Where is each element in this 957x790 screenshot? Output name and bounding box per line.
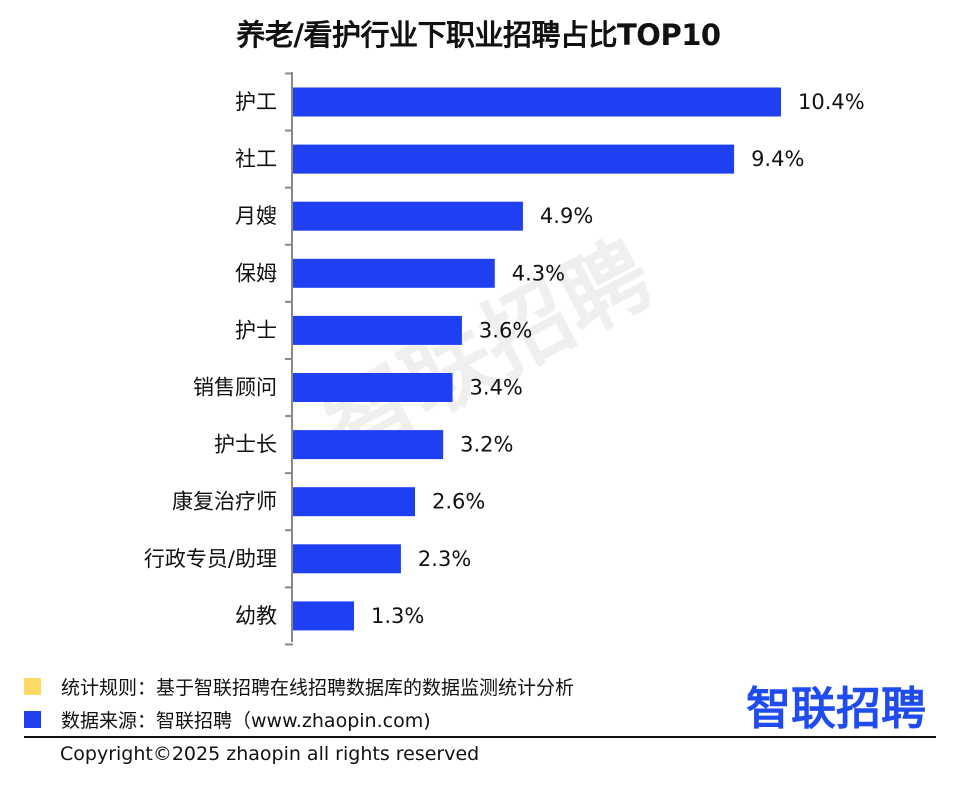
legend-swatch-yellow xyxy=(24,678,41,695)
category-label: 保姆 xyxy=(235,261,277,285)
category-label: 销售顾问 xyxy=(193,376,277,400)
copyright-text: Copyright©2025 zhaopin all rights reserv… xyxy=(60,743,480,765)
bar xyxy=(293,315,462,345)
bar xyxy=(293,144,735,174)
value-label: 10.4% xyxy=(798,90,865,114)
legend-rule: 统计规则：基于智联招聘在线招聘数据库的数据监测统计分析 xyxy=(24,673,574,700)
category-label: 月嫂 xyxy=(235,204,277,228)
category-label: 幼教 xyxy=(235,604,277,628)
bar xyxy=(293,430,444,460)
category-label: 护士 xyxy=(235,318,277,342)
legend-swatch-blue xyxy=(24,711,41,728)
bar xyxy=(293,258,495,288)
category-label: 护士长 xyxy=(214,433,277,457)
legend-source: 数据来源：智联招聘（www.zhaopin.com) xyxy=(24,706,431,733)
value-label: 3.2% xyxy=(460,433,513,457)
legend-source-text: 数据来源：智联招聘（www.zhaopin.com) xyxy=(61,710,431,732)
bar xyxy=(293,201,523,231)
legend-rule-text: 统计规则：基于智联招聘在线招聘数据库的数据监测统计分析 xyxy=(61,677,575,699)
value-label: 4.3% xyxy=(512,261,565,285)
value-label: 2.3% xyxy=(418,547,471,571)
zhaopin-logo: 智联招聘 xyxy=(746,682,927,735)
category-label: 护工 xyxy=(235,90,277,114)
bar xyxy=(293,544,401,574)
value-label: 3.6% xyxy=(479,318,532,342)
footer-divider xyxy=(24,736,936,738)
category-label: 行政专员/助理 xyxy=(144,547,277,571)
value-label: 4.9% xyxy=(540,204,593,228)
category-label: 社工 xyxy=(235,147,277,171)
chart-title: 养老/看护行业下职业招聘占比TOP10 xyxy=(236,18,721,52)
value-label: 9.4% xyxy=(751,147,804,171)
bar xyxy=(293,487,415,517)
value-label: 2.6% xyxy=(432,490,485,514)
bar xyxy=(293,373,453,402)
value-label: 3.4% xyxy=(470,376,523,400)
bar xyxy=(293,87,781,117)
bar xyxy=(293,601,354,631)
value-label: 1.3% xyxy=(371,604,424,628)
category-label: 康复治疗师 xyxy=(172,490,277,514)
